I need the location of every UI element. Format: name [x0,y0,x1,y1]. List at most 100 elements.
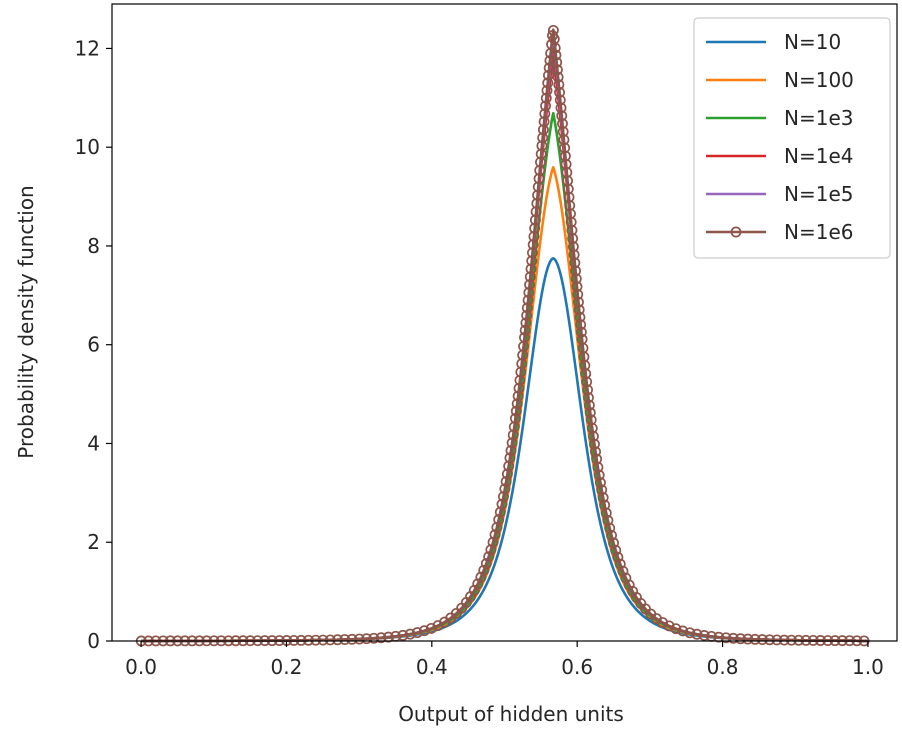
data-point [528,231,540,242]
x-axis-label: Output of hidden units [398,702,624,726]
data-point [599,499,611,511]
data-point [535,156,546,168]
x-tick-label: 0.4 [416,655,448,679]
data-point [785,634,797,646]
data-point [602,514,614,526]
data-point [560,158,572,170]
legend-item: N=1e6 [706,220,853,244]
data-point [604,522,616,534]
legend-item: N=1e5 [706,182,853,206]
data-point [557,126,569,138]
data-point [425,622,437,634]
data-point [561,166,573,178]
data-point [527,247,538,259]
data-point [558,134,570,146]
data-point [614,558,626,570]
data-point [756,634,768,646]
data-point [324,634,336,646]
data-point [540,92,552,104]
data-point [527,239,539,251]
data-point [533,173,545,185]
data-point [537,124,549,136]
data-point [487,536,499,548]
data-point [485,544,497,556]
data-point [608,537,619,549]
data-point [575,326,587,338]
data-point [684,627,696,639]
data-point [489,529,501,541]
data-point [513,382,525,394]
legend: N=10 N=100 N=1e3 N=1e4 N=1e5 N=1e6 [693,17,891,259]
y-tick-label: 8 [87,234,100,258]
data-point [587,430,599,442]
data-point [529,214,541,226]
data-point [570,273,582,285]
y-tick-label: 0 [87,629,100,653]
data-point [582,384,593,396]
data-point [663,620,675,632]
data-point [542,77,554,89]
data-point [534,164,546,176]
data-point [596,484,608,496]
data-point [493,514,505,526]
data-point [519,332,530,343]
data-point [551,64,563,76]
legend-marker [730,226,742,238]
data-point [567,233,579,244]
legend-label: N=1e4 [784,144,853,168]
data-point [302,634,314,646]
data-point [557,118,568,130]
data-point [778,634,790,646]
legend-label: N=1e3 [784,106,853,130]
data-point [591,453,603,465]
data-point [496,498,508,510]
data-point [612,551,624,563]
data-point [483,551,495,563]
data-point [597,492,609,504]
data-point [559,142,571,154]
data-point [497,491,509,503]
data-point [529,222,541,234]
data-point [538,116,550,128]
data-point [530,206,542,218]
data-point [584,407,596,419]
data-point [511,398,523,410]
data-point [520,317,532,329]
data-point [580,368,592,380]
data-point [771,634,783,646]
x-tick-label: 0.0 [125,655,157,679]
data-point [574,311,586,323]
data-point [600,507,612,519]
data-point [531,198,543,209]
data-point [368,632,380,644]
data-point [590,446,601,458]
data-point [480,558,492,569]
data-point [361,633,373,645]
data-point [555,102,567,114]
data-point [570,265,582,277]
data-point [562,175,574,187]
data-point [397,629,409,641]
data-point [586,422,598,434]
data-point [501,468,513,480]
data-point [677,625,689,637]
data-point [540,100,552,112]
data-point [535,148,547,160]
data-point [317,634,329,646]
data-point [720,632,732,644]
data-point [478,564,490,576]
data-point [295,634,307,646]
data-point [521,302,533,314]
data-point [532,189,544,201]
data-point [512,390,524,402]
data-point [735,633,747,645]
data-point [623,579,635,591]
data-point [559,150,571,162]
data-point [553,79,565,91]
data-point [375,632,387,644]
data-point [525,263,537,275]
x-tick-label: 0.8 [707,655,739,679]
data-point [657,617,669,628]
y-tick-label: 2 [87,530,100,554]
data-point [505,445,517,456]
